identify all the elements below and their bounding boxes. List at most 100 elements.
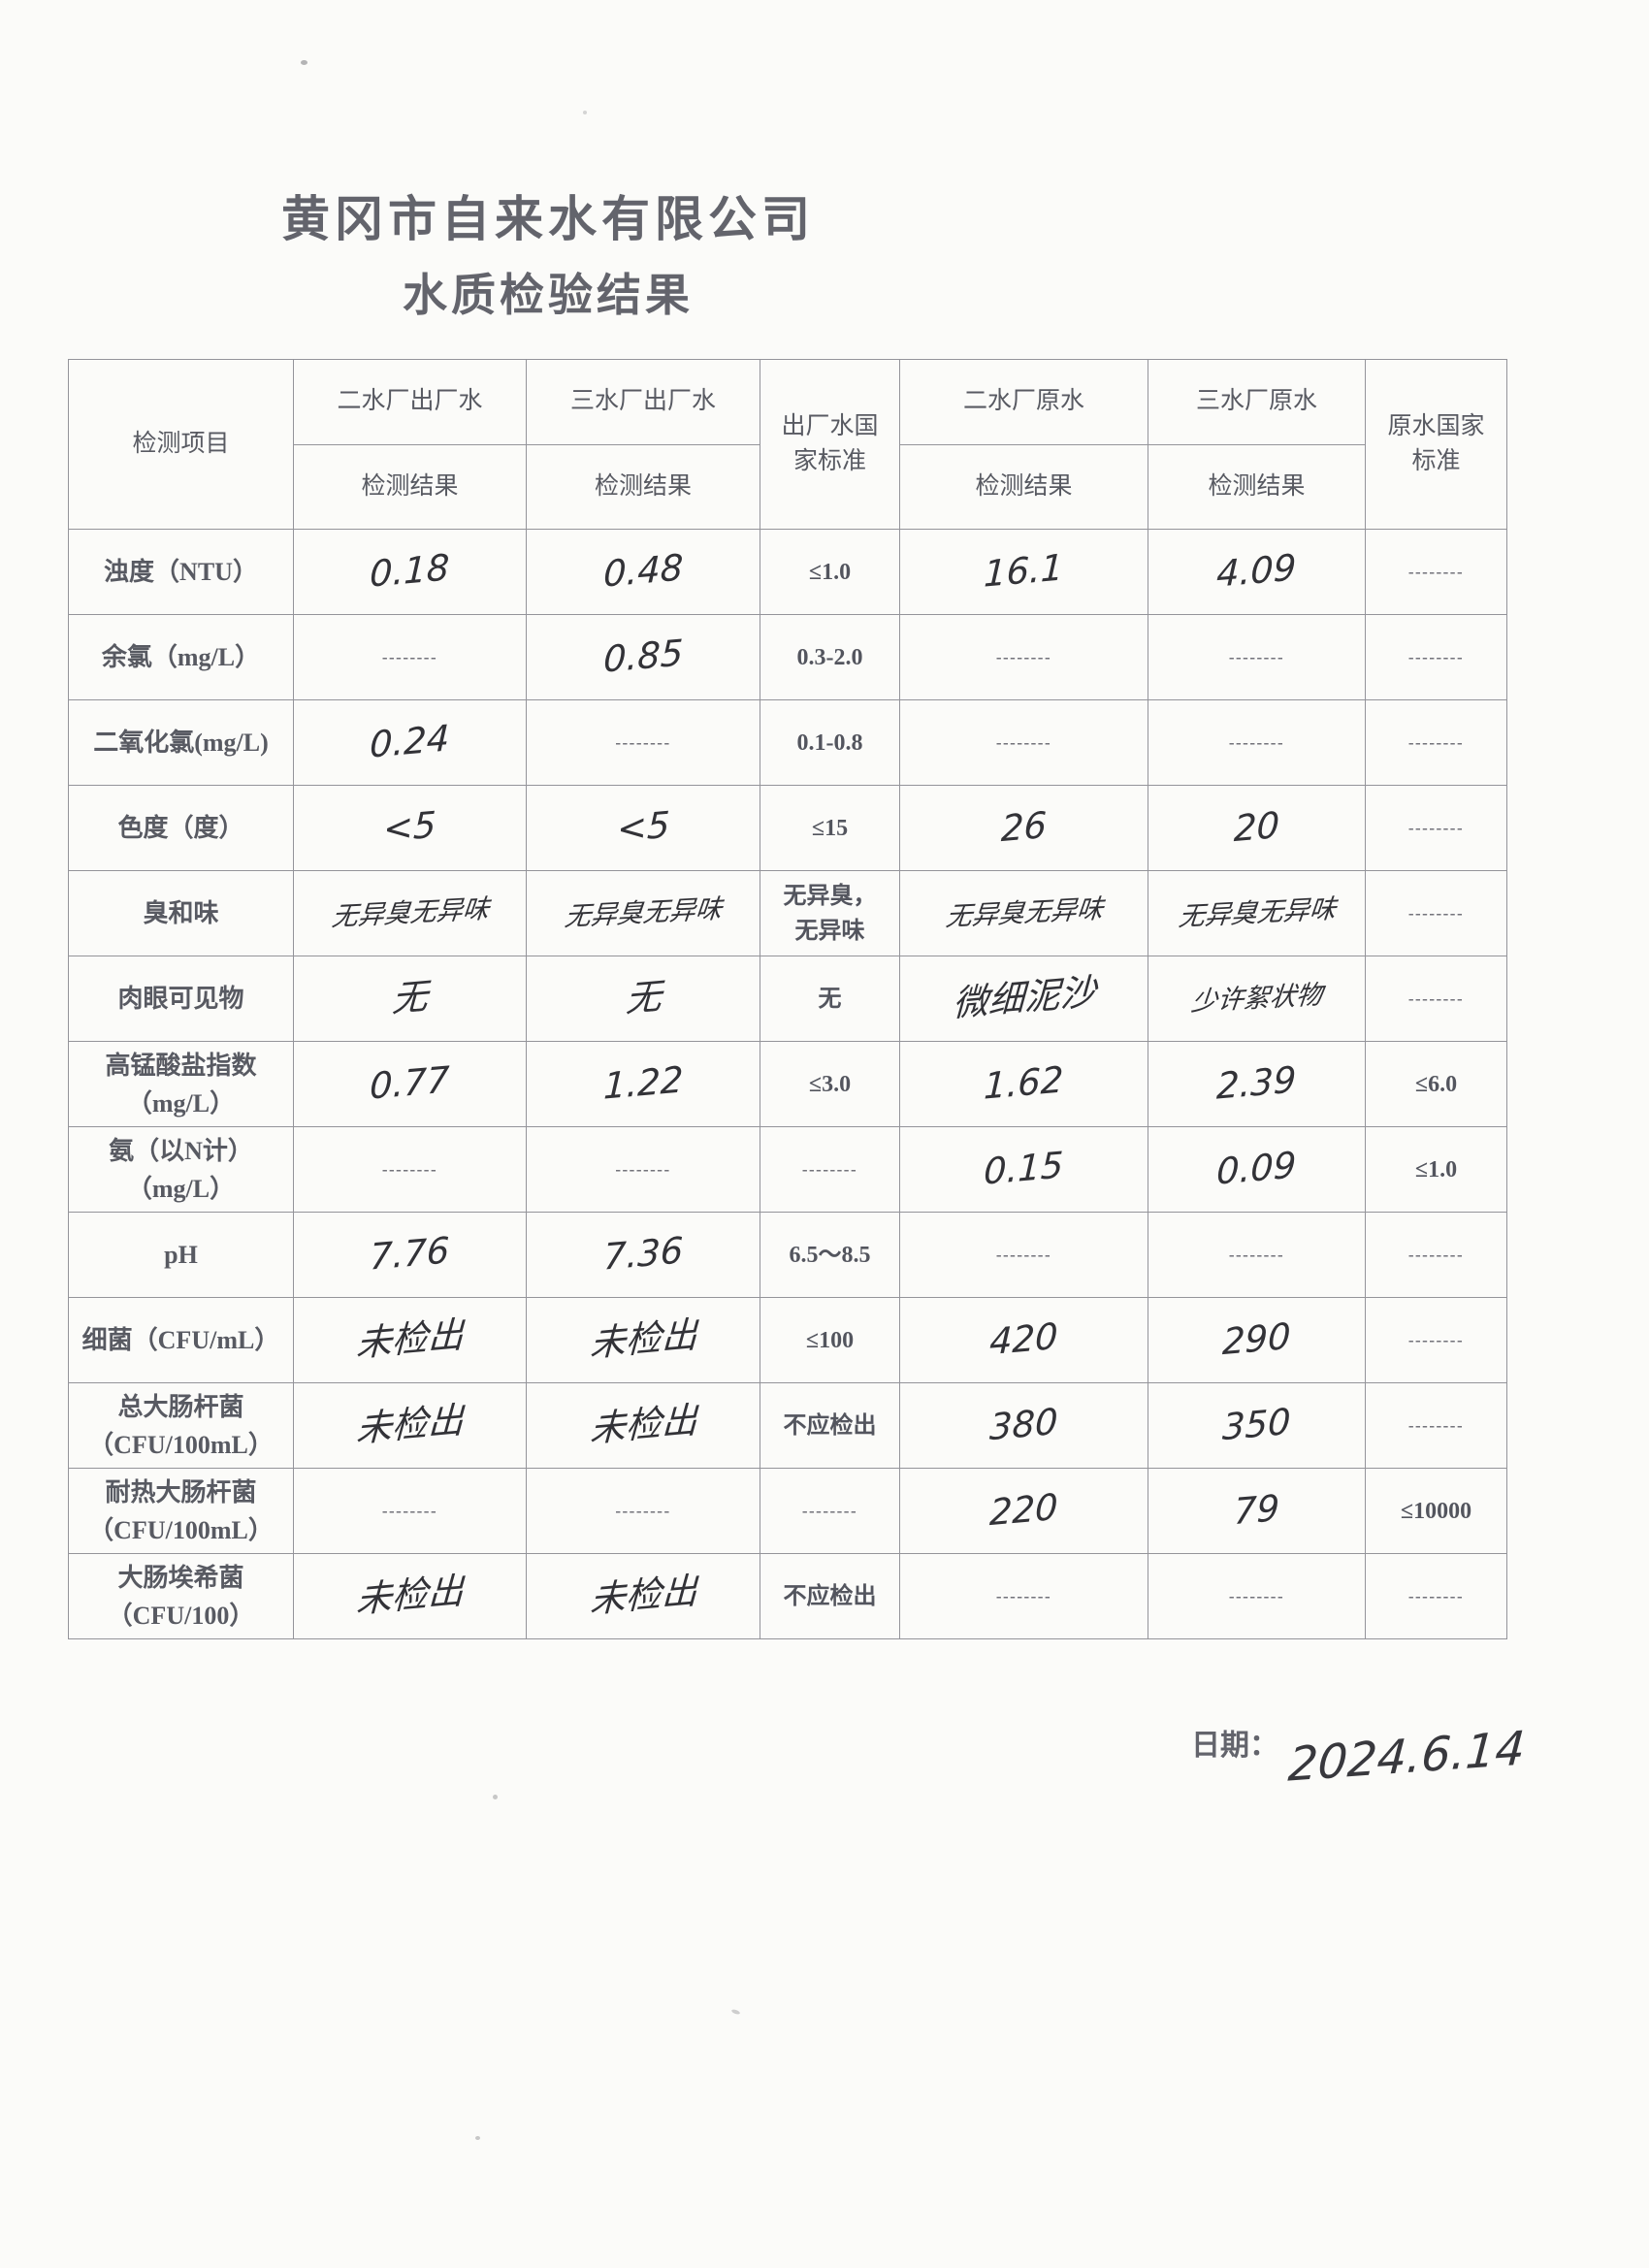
- cell-text: ≤15: [811, 815, 849, 841]
- cell-text: 无异臭无异味: [330, 893, 491, 933]
- cell-text: --------: [1407, 562, 1465, 581]
- company-title: 黄冈市自来水有限公司: [281, 192, 815, 246]
- cell-text: --------: [995, 732, 1052, 752]
- standard-value-cell: 无: [760, 956, 900, 1042]
- table-row: 氨（以N计） （mg/L） -------- -------- -------- 0.1…: [68, 1126, 1507, 1213]
- table-row: 浊度（NTU） 0.18 0.48 ≤1.0 16.1 4.09 --------: [68, 529, 1507, 615]
- cell-text: --------: [381, 647, 438, 666]
- standard-value-cell: 6.5～8.5: [760, 1212, 900, 1298]
- handwritten-result-cell: 7.76: [293, 1212, 527, 1298]
- cell-text: 79: [1233, 1486, 1280, 1534]
- empty-dash-cell: --------: [526, 1126, 760, 1213]
- scan-speck: [583, 111, 587, 114]
- handwritten-result-cell: 420: [899, 1297, 1148, 1383]
- handwritten-result-cell: 未检出: [293, 1297, 527, 1383]
- standard-value-cell: ≤100: [760, 1297, 900, 1383]
- empty-dash-cell: --------: [526, 1468, 760, 1554]
- cell-text: 1.22: [602, 1058, 684, 1108]
- cell-text: --------: [1407, 647, 1465, 666]
- cell-text: 未检出: [588, 1399, 698, 1451]
- table-row: 臭和味 无异臭无异味 无异臭无异味 无异臭， 无异味 无异臭无异味 无异臭无异味 -----…: [68, 870, 1507, 956]
- cell-text: ≤1.0: [1414, 1156, 1458, 1183]
- cell-text: <5: [382, 803, 437, 851]
- header-raw-national-standard: 原水国家 标准: [1365, 359, 1507, 530]
- handwritten-result-cell: 微细泥沙: [899, 956, 1148, 1042]
- table-header: 检测项目 二水厂出厂水 三水厂出厂水 出厂水国 家标准 二水厂原水 三水厂原水 …: [68, 359, 1507, 530]
- handwritten-result-cell: 0.77: [293, 1041, 527, 1127]
- cell-text: 无异臭无异味: [1177, 893, 1338, 933]
- empty-dash-cell: --------: [760, 1126, 900, 1213]
- cell-text: --------: [995, 1586, 1052, 1605]
- standard-value-cell: ≤1.0: [760, 529, 900, 615]
- cell-text: 4.09: [1215, 546, 1298, 596]
- scan-speck: [475, 2136, 480, 2140]
- empty-dash-cell: --------: [293, 614, 527, 700]
- handwritten-result-cell: 0.85: [526, 614, 760, 700]
- cell-text: 6.5～8.5: [789, 1242, 871, 1268]
- cell-text: 无异臭无异味: [944, 893, 1105, 933]
- cell-text: 无异臭， 无异味: [783, 883, 877, 944]
- test-item-label: 余氯（mg/L）: [68, 614, 294, 700]
- handwritten-result-cell: 380: [899, 1382, 1148, 1469]
- handwritten-result-cell: 无: [293, 956, 527, 1042]
- cell-text: --------: [1407, 1586, 1465, 1605]
- cell-text: 少许絮状物: [1189, 980, 1324, 1018]
- test-item-label: 臭和味: [68, 870, 294, 956]
- table-row: 余氯（mg/L） -------- 0.85 0.3-2.0 -------- -----…: [68, 614, 1507, 700]
- test-item-label: 氨（以N计） （mg/L）: [68, 1126, 294, 1213]
- header-result-plant3-outlet: 检测结果: [526, 444, 760, 530]
- handwritten-result-cell: 无异臭无异味: [526, 870, 760, 956]
- scan-speck: [493, 1795, 498, 1799]
- test-item-label: 细菌（CFU/mL）: [68, 1297, 294, 1383]
- header-result-plant2-raw: 检测结果: [899, 444, 1148, 530]
- cell-text: 0.15: [983, 1144, 1065, 1193]
- cell-text: 不应检出: [783, 1412, 877, 1439]
- empty-dash-cell: --------: [1365, 614, 1507, 700]
- cell-text: 0.85: [602, 632, 684, 681]
- report-title: 水质检验结果: [403, 271, 694, 320]
- cell-text: 350: [1221, 1400, 1292, 1449]
- cell-text: <5: [616, 803, 670, 851]
- handwritten-result-cell: 无异臭无异味: [899, 870, 1148, 956]
- cell-text: 7.36: [602, 1229, 684, 1279]
- table-row: 细菌（CFU/mL） 未检出 未检出 ≤100 420 290 --------: [68, 1297, 1507, 1383]
- handwritten-result-cell: 0.18: [293, 529, 527, 615]
- cell-text: 7.76: [369, 1229, 451, 1279]
- empty-dash-cell: --------: [1365, 1382, 1507, 1469]
- handwritten-result-cell: 4.09: [1148, 529, 1366, 615]
- empty-dash-cell: --------: [1148, 1212, 1366, 1298]
- cell-text: ≤1.0: [808, 559, 852, 585]
- cell-text: 无: [818, 986, 842, 1012]
- handwritten-result-cell: <5: [526, 785, 760, 871]
- standard-value-cell: 不应检出: [760, 1382, 900, 1469]
- handwritten-result-cell: 79: [1148, 1468, 1366, 1554]
- cell-text: 未检出: [355, 1399, 465, 1451]
- handwritten-result-cell: 无异臭无异味: [1148, 870, 1366, 956]
- table-row: 耐热大肠杆菌 （CFU/100mL） -------- -------- ------…: [68, 1468, 1507, 1554]
- standard-value-cell: 0.1-0.8: [760, 699, 900, 786]
- cell-text: --------: [1228, 1586, 1285, 1605]
- cell-text: --------: [1407, 1245, 1465, 1264]
- date-label: 日期：: [1191, 1730, 1278, 1762]
- empty-dash-cell: --------: [526, 699, 760, 786]
- handwritten-result-cell: 290: [1148, 1297, 1366, 1383]
- handwritten-result-cell: <5: [293, 785, 527, 871]
- cell-text: 20: [1233, 803, 1280, 851]
- table-body: 浊度（NTU） 0.18 0.48 ≤1.0 16.1 4.09 -------- 余氯（mg…: [68, 529, 1507, 1639]
- cell-text: --------: [1407, 732, 1465, 752]
- handwritten-result-cell: 0.48: [526, 529, 760, 615]
- water-quality-table: 检测项目 二水厂出厂水 三水厂出厂水 出厂水国 家标准 二水厂原水 三水厂原水 …: [68, 359, 1507, 1639]
- handwritten-result-cell: 16.1: [899, 529, 1148, 615]
- scan-speck: [301, 60, 307, 65]
- cell-text: 未检出: [588, 1570, 698, 1622]
- cell-text: 无异臭无异味: [563, 893, 724, 933]
- test-item-label: 总大肠杆菌 （CFU/100mL）: [68, 1382, 294, 1469]
- cell-text: ≤100: [805, 1327, 855, 1353]
- cell-text: --------: [995, 1245, 1052, 1264]
- cell-text: 380: [988, 1400, 1059, 1449]
- cell-text: ≤6.0: [1414, 1071, 1458, 1097]
- handwritten-result-cell: 未检出: [293, 1382, 527, 1469]
- cell-text: 0.48: [602, 546, 684, 596]
- cell-text: --------: [1228, 647, 1285, 666]
